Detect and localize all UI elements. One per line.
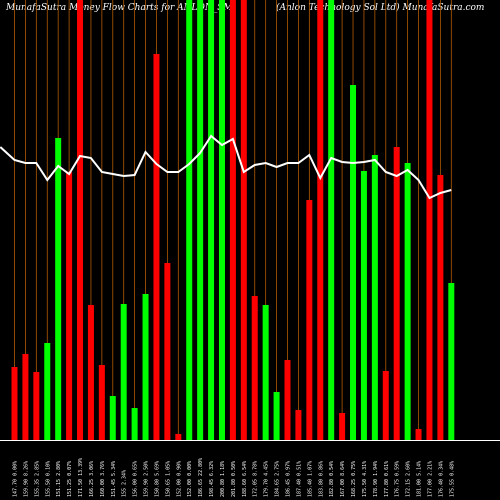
x-tick-label: 187.40 0.51% [296, 461, 302, 497]
bar [251, 296, 258, 440]
bar [360, 171, 367, 440]
bar [240, 0, 247, 440]
x-tick-label: 188.60 6.54% [242, 461, 248, 497]
bar [284, 360, 291, 440]
x-tick-label: 171.50 13.39% [78, 458, 84, 497]
x-tick-label: 172.15 2.60% [406, 461, 412, 497]
x-tick-label: 151.25 0.07% [67, 461, 73, 497]
bar [66, 172, 73, 440]
bar [131, 408, 138, 440]
x-tick-label: 181.00 5.14% [417, 461, 423, 497]
x-tick-label: 155 2.34% [122, 470, 128, 497]
x-tick-label: 152.00 0.00% [187, 461, 193, 497]
bar [382, 371, 389, 440]
bar [55, 138, 62, 440]
bar [175, 434, 182, 440]
x-tick-label: 183.80 0.86% [318, 461, 324, 497]
x-tick-label: 155.35 2.85% [34, 461, 40, 497]
x-tick-label: 177.80 0.61% [384, 461, 390, 497]
x-tick-label: 147.70 0.00% [13, 461, 19, 497]
bar [218, 0, 225, 440]
bar [415, 429, 422, 440]
bar [404, 163, 411, 440]
money-flow-line [0, 134, 452, 200]
x-tick-label: 177.00 2.21% [427, 461, 433, 497]
bar [109, 396, 116, 440]
chart-title-right: (Anlon Technology Sol Ltd) MunafaSutra.c… [276, 3, 485, 13]
x-tick-label: 178.90 1.94% [373, 461, 379, 497]
bar [87, 305, 94, 440]
bar [317, 0, 324, 440]
bar [22, 354, 29, 440]
x-tick-label: 182.80 0.54% [329, 461, 335, 497]
x-tick-label: 151.45 5.34% [111, 461, 117, 497]
x-tick-label: 160.00 3.76% [100, 461, 106, 497]
bar [229, 0, 236, 440]
bar [448, 283, 455, 440]
x-tick-label: 150.80 5.69% [154, 461, 160, 497]
chart-title-left: MunafaSutra Money Flow Charts for ANLON_… [6, 3, 233, 13]
bar [339, 413, 346, 440]
bar [273, 392, 280, 440]
bar [33, 372, 40, 440]
x-tick-label: 201.80 0.50% [231, 461, 237, 497]
bar [197, 0, 204, 440]
bar [328, 0, 335, 440]
x-tick-label: 176.40 0.34% [438, 461, 444, 497]
bar [11, 367, 18, 440]
bar [371, 155, 378, 440]
x-tick-label: 184.65 2.75% [275, 461, 281, 497]
bar [164, 263, 171, 440]
x-tick-label: 186.45 0.97% [286, 461, 292, 497]
x-tick-label: 200.80 1.18% [220, 461, 226, 497]
x-tick-label: 172.05 8.78% [253, 461, 259, 497]
bar [142, 294, 149, 440]
bar [426, 0, 433, 440]
x-tick-label: 168.25 0.75% [351, 461, 357, 497]
x-tick-label: 175.55 0.48% [449, 461, 455, 497]
bar [98, 365, 105, 440]
x-tick-label: 176.75 0.59% [395, 461, 401, 497]
x-tick-label: 186.65 22.80% [198, 458, 204, 497]
x-tick-label: 167.00 8.64% [340, 461, 346, 497]
bar [186, 0, 193, 440]
x-tick-label: 179.70 4.45% [264, 461, 270, 497]
x-tick-label: 156.00 0.65% [133, 461, 139, 497]
x-tick-label: 150.65 1.05% [165, 461, 171, 497]
x-tick-label: 151.15 2.80% [56, 461, 62, 497]
bar [437, 175, 444, 440]
x-tick-label: 185.40 1.07% [307, 461, 313, 497]
bar [44, 343, 51, 440]
x-tick-label: 175.50 4.31% [362, 461, 368, 497]
x-tick-label: 159.90 2.50% [144, 461, 150, 497]
bar [350, 85, 357, 440]
bar [295, 410, 302, 440]
bar [153, 54, 160, 440]
bar [262, 305, 269, 440]
bar [306, 200, 313, 440]
bar [208, 0, 215, 440]
x-tick-label: 198.45 6.32% [209, 461, 215, 497]
bar [77, 0, 84, 440]
x-tick-label: 152.00 0.90% [176, 461, 182, 497]
bar [120, 304, 127, 440]
x-tick-label: 166.25 3.06% [89, 461, 95, 497]
x-tick-label: 155.50 0.10% [45, 461, 51, 497]
bar [393, 147, 400, 440]
x-tick-label: 159.90 8.26% [23, 461, 29, 497]
